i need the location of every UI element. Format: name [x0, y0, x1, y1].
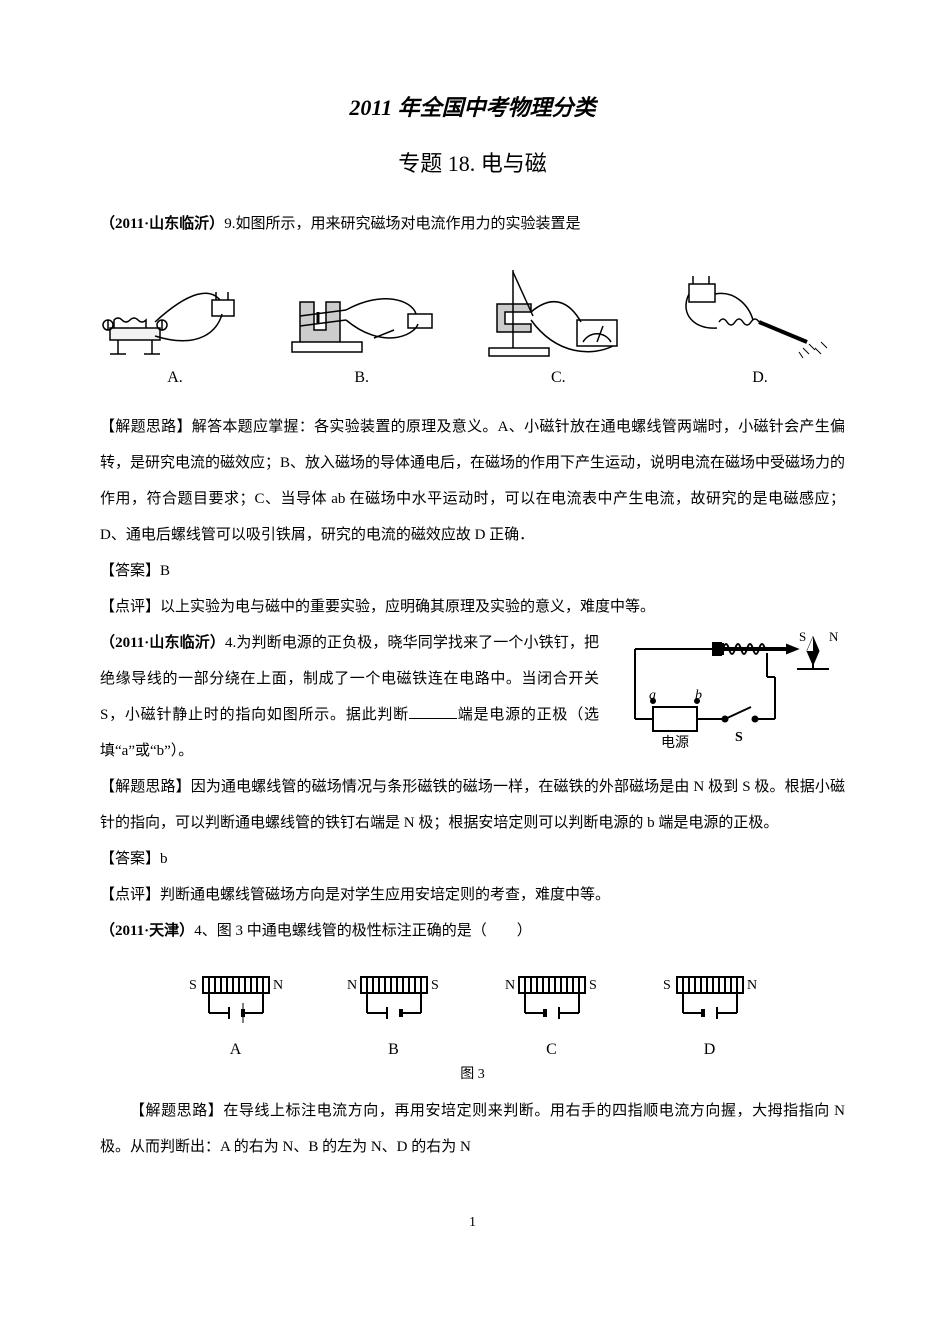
compass-s-label: S [799, 629, 806, 644]
solenoid-a-icon: S N [181, 967, 291, 1037]
q3-option-c-label: C [497, 1041, 607, 1059]
analysis-label: 【解题思路】 [100, 419, 192, 435]
q3-source: （2011·天津） [100, 923, 194, 939]
q1-option-a: A. [100, 270, 250, 387]
experiment-d-icon [675, 270, 845, 365]
sol-a-right: N [273, 978, 283, 993]
subtitle: 专题 18. 电与磁 [100, 146, 845, 178]
sol-a-left: S [189, 978, 197, 993]
comment-label: 【点评】 [100, 599, 160, 615]
q3-figure-caption: 图 3 [100, 1063, 845, 1083]
terminal-a-label: a [649, 688, 656, 703]
q2-circuit-diagram: S N a b 电源 S [615, 629, 845, 759]
q1-analysis: 【解题思路】解答本题应掌握：各实验装置的原理及意义。A、小磁针放在通电螺线管两端… [100, 409, 845, 553]
q2-answer-value: b [160, 851, 168, 867]
q1-option-d-label: D. [675, 369, 845, 387]
q3-stem-line: （2011·天津）4、图 3 中通电螺线管的极性标注正确的是（ ） [100, 913, 845, 949]
experiment-b-icon [282, 270, 442, 365]
comment-label: 【点评】 [100, 887, 160, 903]
experiment-a-icon [100, 270, 250, 365]
compass-n-label: N [829, 629, 839, 644]
q1-number: 9. [224, 216, 235, 232]
main-title: 2011 年全国中考物理分类 [100, 90, 845, 122]
q3-option-d: S N D [655, 967, 765, 1059]
q3-option-c: N S C [497, 967, 607, 1059]
q1-comment-text: 以上实验为电与磁中的重要实验，应明确其原理及实验的意义，难度中等。 [160, 599, 655, 615]
q2-analysis-text: 因为通电螺线管的磁场情况与条形磁铁的磁场一样，在磁铁的外部磁场是由 N 极到 S… [100, 779, 845, 831]
electromagnet-circuit-icon: S N a b 电源 S [615, 629, 845, 759]
sol-d-right: N [747, 978, 757, 993]
q1-options-row: A. B. [100, 260, 845, 387]
q1-analysis-text: 解答本题应掌握：各实验装置的原理及意义。A、小磁针放在通电螺线管两端时，小磁针会… [100, 419, 845, 543]
sol-c-right: S [589, 978, 597, 993]
sol-c-left: N [505, 978, 515, 993]
q3-option-a-label: A [181, 1041, 291, 1059]
power-label: 电源 [661, 735, 689, 751]
q1-option-b: B. [282, 270, 442, 387]
q3-option-b-label: B [339, 1041, 449, 1059]
analysis-label: 【解题思路】 [100, 779, 191, 795]
q1-option-b-label: B. [282, 369, 442, 387]
answer-label: 【答案】 [100, 563, 160, 579]
q2-comment-text: 判断通电螺线管磁场方向是对学生应用安培定则的考查，难度中等。 [160, 887, 610, 903]
q2-analysis: 【解题思路】因为通电螺线管的磁场情况与条形磁铁的磁场一样，在磁铁的外部磁场是由 … [100, 769, 845, 841]
solenoid-d-icon: S N [655, 967, 765, 1037]
q1-answer-value: B [160, 563, 170, 579]
q1-source: （2011·山东临沂） [100, 216, 224, 232]
q3-option-d-label: D [655, 1041, 765, 1059]
sol-b-left: N [347, 978, 357, 993]
q3-number: 4、 [194, 923, 217, 939]
q3-option-a: S N A [181, 967, 291, 1059]
q2-comment: 【点评】判断通电螺线管磁场方向是对学生应用安培定则的考查，难度中等。 [100, 877, 845, 913]
experiment-c-icon [473, 260, 643, 365]
q3-stem: 图 3 中通电螺线管的极性标注正确的是（ ） [217, 923, 532, 939]
q1-option-c-label: C. [473, 369, 643, 387]
q2-source: （2011·山东临沂） [100, 635, 225, 651]
q1-option-a-label: A. [100, 369, 250, 387]
fill-blank [409, 703, 457, 720]
answer-label: 【答案】 [100, 851, 160, 867]
q3-option-b: N S B [339, 967, 449, 1059]
terminal-b-label: b [695, 688, 702, 703]
sol-b-right: S [431, 978, 439, 993]
q1-option-c: C. [473, 260, 643, 387]
q1-comment: 【点评】以上实验为电与磁中的重要实验，应明确其原理及实验的意义，难度中等。 [100, 589, 845, 625]
q1-stem: 如图所示，用来研究磁场对电流作用力的实验装置是 [235, 216, 580, 232]
q2-answer: 【答案】b [100, 841, 845, 877]
q1-stem-line: （2011·山东临沂）9.如图所示，用来研究磁场对电流作用力的实验装置是 [100, 206, 845, 242]
solenoid-c-icon: N S [497, 967, 607, 1037]
switch-s-label: S [735, 730, 743, 745]
q1-option-d: D. [675, 270, 845, 387]
q3-options-row: S N A N S B N [100, 967, 845, 1059]
page-number: 1 [100, 1215, 845, 1231]
q2-number: 4. [225, 635, 236, 651]
analysis-label: 【解题思路】 [130, 1103, 223, 1119]
q1-answer: 【答案】B [100, 553, 845, 589]
solenoid-b-icon: N S [339, 967, 449, 1037]
q3-analysis: 【解题思路】在导线上标注电流方向，再用安培定则来判断。用右手的四指顺电流方向握，… [100, 1093, 845, 1165]
sol-d-left: S [663, 978, 671, 993]
